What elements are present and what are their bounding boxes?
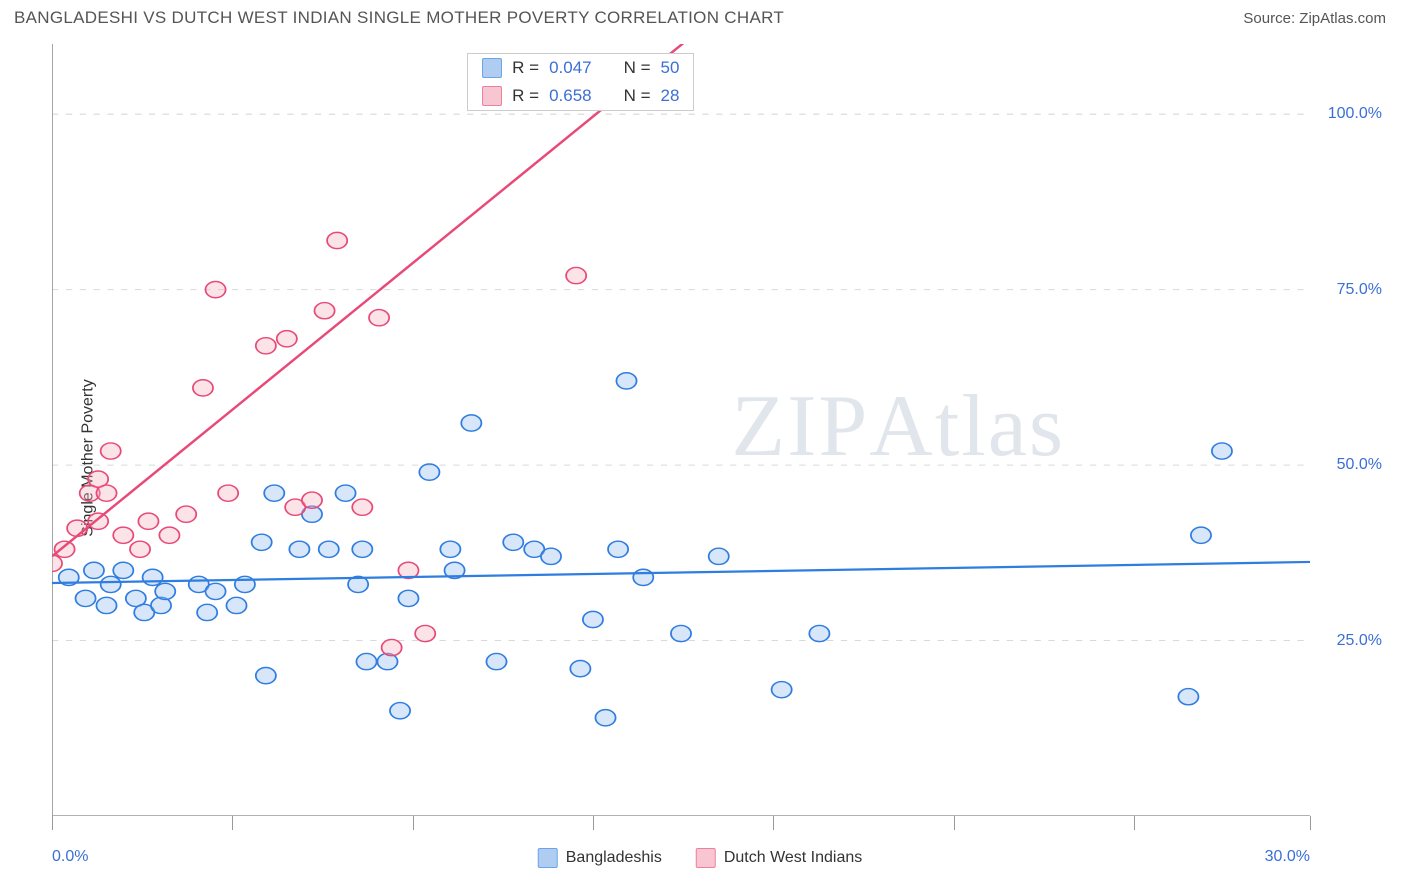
chart-source: Source: ZipAtlas.com bbox=[1243, 10, 1386, 27]
chart-area: Single Mother Poverty ZIPAtlas R = 0.047… bbox=[14, 44, 1386, 872]
legend-item: Bangladeshis bbox=[538, 848, 662, 868]
x-tick-mark bbox=[593, 816, 594, 830]
y-tick-label: 75.0% bbox=[1337, 281, 1382, 299]
scatter-svg bbox=[52, 44, 1310, 816]
chart-header: BANGLADESHI VS DUTCH WEST INDIAN SINGLE … bbox=[0, 0, 1406, 32]
r-label: R = bbox=[512, 86, 539, 106]
x-axis-min-label: 0.0% bbox=[52, 848, 88, 866]
stats-row: R = 0.047 N = 50 bbox=[468, 54, 693, 82]
x-tick-mark bbox=[413, 816, 414, 830]
source-name: ZipAtlas.com bbox=[1299, 10, 1386, 27]
legend-text: Bangladeshis bbox=[566, 849, 662, 867]
legend-swatch bbox=[482, 86, 502, 106]
x-tick-mark bbox=[773, 816, 774, 830]
r-label: R = bbox=[512, 58, 539, 78]
legend-swatch bbox=[696, 848, 716, 868]
r-value: 0.658 bbox=[549, 86, 592, 106]
x-tick-mark bbox=[1134, 816, 1135, 830]
legend-text: Dutch West Indians bbox=[724, 849, 862, 867]
x-axis-max-label: 30.0% bbox=[1265, 848, 1310, 866]
n-value: 50 bbox=[661, 58, 680, 78]
x-tick-mark bbox=[1310, 816, 1311, 830]
n-label: N = bbox=[624, 86, 651, 106]
n-value: 28 bbox=[661, 86, 680, 106]
source-prefix: Source: bbox=[1243, 10, 1299, 27]
y-tick-label: 100.0% bbox=[1328, 105, 1382, 123]
legend-swatch bbox=[538, 848, 558, 868]
n-label: N = bbox=[624, 58, 651, 78]
plot-area: ZIPAtlas R = 0.047 N = 50 R = 0.658 N = … bbox=[52, 44, 1310, 816]
bottom-legend: Bangladeshis Dutch West Indians bbox=[538, 848, 863, 868]
legend-item: Dutch West Indians bbox=[696, 848, 862, 868]
stats-legend-box: R = 0.047 N = 50 R = 0.658 N = 28 bbox=[467, 53, 694, 111]
x-tick-mark bbox=[52, 816, 53, 830]
x-tick-mark bbox=[954, 816, 955, 830]
r-value: 0.047 bbox=[549, 58, 592, 78]
y-tick-label: 50.0% bbox=[1337, 456, 1382, 474]
stats-row: R = 0.658 N = 28 bbox=[468, 82, 693, 110]
x-tick-mark bbox=[232, 816, 233, 830]
y-tick-label: 25.0% bbox=[1337, 632, 1382, 650]
legend-swatch bbox=[482, 58, 502, 78]
chart-title: BANGLADESHI VS DUTCH WEST INDIAN SINGLE … bbox=[14, 8, 784, 28]
